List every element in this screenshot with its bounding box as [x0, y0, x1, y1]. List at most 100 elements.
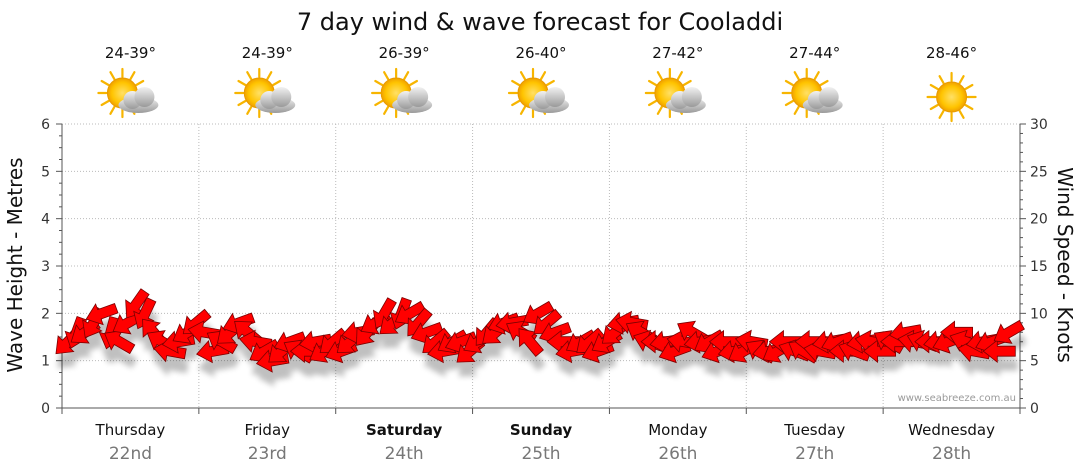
cloud-shape	[255, 87, 296, 113]
wind-arrow	[85, 302, 119, 326]
temperature-label: 27-44°	[789, 44, 840, 62]
day-date-label: 25th	[521, 444, 560, 464]
y-right-tick-label: 0	[1030, 401, 1039, 417]
day-date-label: 22nd	[109, 444, 152, 464]
sun-ray	[519, 105, 527, 115]
sun-ray	[266, 71, 273, 81]
cloud-shape	[392, 87, 433, 113]
cloud-shape	[529, 87, 569, 113]
sun-ray	[784, 79, 794, 87]
cloud-part	[818, 87, 839, 107]
sun-ray	[129, 71, 136, 81]
cloud-part	[545, 87, 565, 107]
day-name-label: Saturday	[366, 421, 443, 439]
sun-ray	[539, 71, 547, 81]
wind-arrows	[55, 288, 1025, 373]
sun-ray	[656, 105, 663, 115]
day-name-label: Monday	[648, 421, 707, 439]
y-right-tick-label: 20	[1030, 212, 1048, 228]
sun-ray	[819, 79, 829, 87]
sun-ray	[237, 79, 247, 87]
sun-ray	[958, 75, 965, 85]
sun-ray	[929, 103, 939, 111]
left-axis-ticks: 0 1 2 3 4 5 6	[41, 117, 50, 417]
sun-ray	[408, 79, 419, 87]
temperature-label: 27-42°	[652, 44, 703, 62]
sun-ray	[246, 105, 253, 115]
day-name-label: Tuesday	[783, 421, 845, 439]
sun-ray	[511, 99, 521, 107]
day-name-label: Thursday	[95, 421, 166, 439]
sun-ray	[793, 71, 800, 81]
weather-icon-row	[97, 67, 977, 123]
sun-ray	[813, 71, 820, 81]
sun-ray	[656, 71, 663, 81]
sun-ray	[647, 79, 658, 87]
sun-ray	[237, 99, 247, 107]
sun-ray	[647, 99, 658, 107]
chart-title: 7 day wind & wave forecast for Cooladdi	[297, 8, 783, 36]
sun-ray	[374, 79, 384, 87]
sun-ray	[964, 103, 974, 111]
sun-cloud-icon	[507, 67, 569, 119]
day-labels: Thursday 22nd Friday 23rd Saturday 24th Sunday…	[95, 421, 996, 464]
chart-grid	[62, 123, 1020, 408]
sun-ray	[938, 75, 945, 85]
sun-ray	[682, 79, 692, 87]
sun-ray	[109, 105, 116, 115]
y-right-axis-title: Wind Speed - Knots	[1053, 167, 1077, 363]
day-date-label: 24th	[385, 444, 424, 464]
sun-ray	[246, 71, 253, 81]
cloud-shape	[665, 87, 706, 113]
day-date-label: 27th	[795, 444, 834, 464]
day-name-label: Friday	[245, 421, 291, 439]
temperature-label: 26-39°	[379, 44, 430, 62]
sun-ray	[272, 79, 282, 87]
cloud-shape	[802, 87, 843, 113]
sun-ray	[938, 109, 945, 119]
day-date-label: 26th	[658, 444, 697, 464]
sun-disc	[936, 81, 968, 113]
y-right-tick-label: 25	[1030, 164, 1048, 180]
sun-ray	[135, 79, 145, 87]
sun-cloud-icon	[644, 67, 706, 119]
sun-rays	[926, 71, 977, 123]
credit-text: www.seabreeze.com.au	[898, 393, 1016, 404]
y-right-tick-label: 30	[1030, 117, 1048, 133]
sun-ray	[676, 71, 683, 81]
y-right-tick-label: 15	[1030, 259, 1048, 275]
sun-ray	[964, 83, 974, 91]
day-name-label: Wednesday	[908, 421, 995, 439]
sun-ray	[929, 83, 939, 91]
sun-cloud-icon	[234, 67, 296, 119]
y-left-axis-title: Wave Height - Metres	[3, 157, 27, 372]
wind-arrow	[993, 319, 1025, 344]
cloud-shape	[118, 87, 159, 113]
y-right-tick-label: 10	[1030, 306, 1048, 322]
sun-ray	[784, 99, 794, 107]
day-name-label: Sunday	[510, 421, 573, 439]
y-left-tick-label: 0	[41, 401, 50, 417]
sun-ray	[109, 71, 116, 81]
temperature-label: 26-40°	[515, 44, 566, 62]
y-left-tick-label: 6	[41, 117, 50, 133]
sun-ray	[519, 71, 527, 81]
y-left-tick-label: 3	[41, 259, 50, 275]
y-left-tick-label: 2	[41, 306, 50, 322]
sun-ray	[383, 71, 390, 81]
y-left-tick-label: 4	[41, 212, 50, 228]
y-left-tick-label: 5	[41, 164, 50, 180]
day-date-label: 28th	[932, 444, 971, 464]
temperature-label: 24-39°	[105, 44, 156, 62]
sun-ray	[403, 71, 410, 81]
cloud-part	[134, 87, 155, 107]
sun-ray	[100, 79, 110, 87]
temperature-label: 28-46°	[926, 44, 977, 62]
right-axis-ticks: 0 5 10 15 20 25 30	[1030, 117, 1048, 417]
sun-ray	[545, 79, 555, 87]
sun-ray	[100, 99, 110, 107]
sun-ray	[793, 105, 800, 115]
sun-cloud-icon	[371, 67, 433, 119]
cloud-part	[271, 87, 292, 107]
